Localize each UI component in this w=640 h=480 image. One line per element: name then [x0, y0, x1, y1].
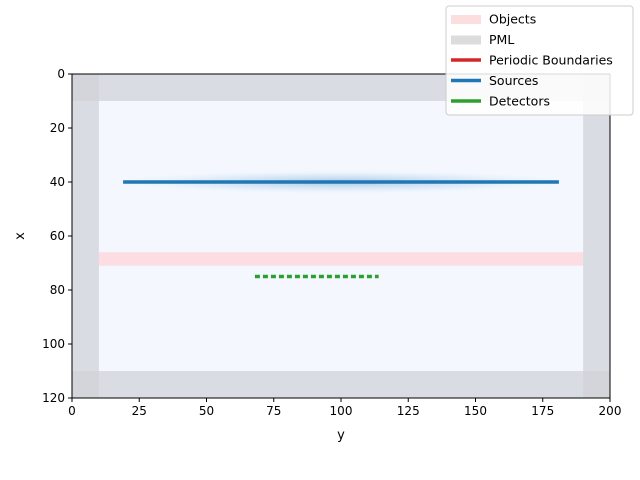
y-tick-label: 0	[57, 67, 65, 81]
legend-swatch-0	[451, 15, 481, 24]
legend-label-3: Sources	[489, 73, 538, 88]
y-axis-label: x	[13, 232, 28, 240]
field-background	[72, 74, 610, 398]
y-tick-label: 40	[50, 175, 65, 189]
pml-left	[72, 74, 99, 398]
plot-area	[72, 74, 610, 398]
x-tick-label: 100	[330, 404, 353, 418]
x-tick-label: 175	[531, 404, 554, 418]
x-tick-label: 150	[464, 404, 487, 418]
legend-label-1: PML	[489, 32, 514, 47]
x-tick-label: 0	[68, 404, 76, 418]
x-tick-label: 75	[266, 404, 281, 418]
y-tick-label: 20	[50, 121, 65, 135]
y-tick-label: 80	[50, 283, 65, 297]
pml-bottom	[72, 371, 610, 398]
object-region-0	[98, 252, 584, 266]
legend-label-4: Detectors	[489, 94, 550, 109]
x-tick-label: 25	[132, 404, 147, 418]
y-tick-label: 100	[42, 337, 65, 351]
x-axis-label: y	[337, 428, 345, 443]
legend: Objects PML Periodic Boundaries Sources Dete…	[445, 5, 634, 116]
x-tick-label: 125	[397, 404, 420, 418]
legend-swatch-1	[451, 35, 481, 45]
x-tick-label: 200	[599, 404, 622, 418]
y-axis-ticks: 0 20 40 60 80 100 120	[42, 67, 72, 405]
y-tick-label: 60	[50, 229, 65, 243]
x-tick-label: 50	[199, 404, 214, 418]
pml-right	[583, 74, 610, 398]
legend-frame	[445, 5, 634, 116]
legend-label-0: Objects	[489, 12, 536, 27]
legend-label-2: Periodic Boundaries	[489, 53, 613, 68]
x-axis-ticks: 0 25 50 75 100 125 150 175 200	[68, 398, 621, 418]
y-tick-label: 120	[42, 391, 65, 405]
